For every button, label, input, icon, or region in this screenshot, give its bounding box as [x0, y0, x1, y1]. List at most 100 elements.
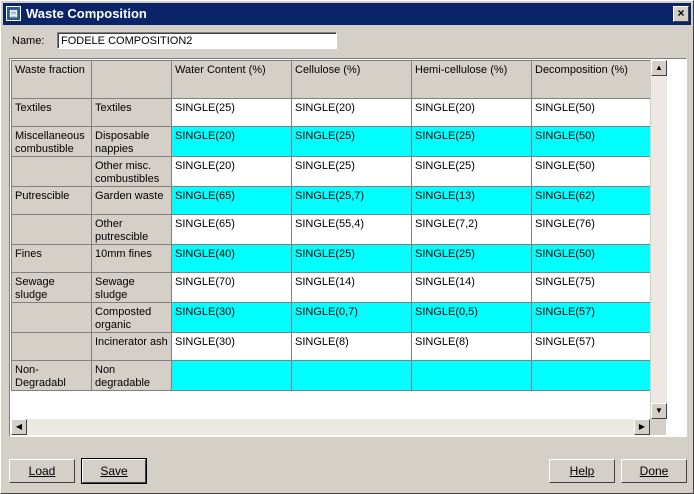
- hemi-cellulose-cell[interactable]: SINGLE(25): [411, 244, 532, 273]
- waste-fraction-cell: [11, 332, 92, 361]
- decomposition-cell[interactable]: SINGLE(57): [531, 332, 652, 361]
- header-cell: Cellulose (%): [291, 60, 412, 99]
- done-button-label: Done: [639, 464, 669, 478]
- waste-fraction-cell: [11, 302, 92, 333]
- help-button[interactable]: Help: [549, 459, 615, 483]
- decomposition-cell[interactable]: SINGLE(62): [531, 186, 652, 215]
- water-content-cell[interactable]: SINGLE(30): [171, 302, 292, 333]
- water-content-cell[interactable]: SINGLE(20): [171, 126, 292, 157]
- app-icon: ▤: [6, 6, 21, 21]
- sub-fraction-cell: Non degradable: [91, 360, 172, 391]
- title-bar: ▤ Waste Composition ×: [3, 3, 691, 25]
- waste-fraction-cell: Sewage sludge: [11, 272, 92, 303]
- hemi-cellulose-cell[interactable]: SINGLE(13): [411, 186, 532, 215]
- water-content-cell[interactable]: SINGLE(70): [171, 272, 292, 303]
- name-label: Name:: [12, 35, 45, 47]
- hemi-cellulose-cell[interactable]: SINGLE(7,2): [411, 214, 532, 245]
- sub-fraction-cell: Composted organic: [91, 302, 172, 333]
- cellulose-cell[interactable]: SINGLE(0,7): [291, 302, 412, 333]
- hemi-cellulose-cell[interactable]: SINGLE(8): [411, 332, 532, 361]
- hemi-cellulose-cell[interactable]: SINGLE(14): [411, 272, 532, 303]
- table-row[interactable]: Non-Degradabl Non degradable: [11, 360, 652, 391]
- load-button[interactable]: Load: [9, 459, 75, 483]
- horizontal-scrollbar[interactable]: ◀ ▶: [11, 419, 650, 435]
- decomposition-cell[interactable]: SINGLE(75): [531, 272, 652, 303]
- water-content-cell[interactable]: SINGLE(65): [171, 186, 292, 215]
- header-cell: Hemi-cellulose (%): [411, 60, 532, 99]
- help-button-label: Help: [569, 464, 595, 478]
- table-row[interactable]: Incinerator ash SINGLE(30) SINGLE(8) SINGLE…: [11, 332, 652, 361]
- waste-fraction-cell: Textiles: [11, 98, 92, 127]
- water-content-cell[interactable]: SINGLE(25): [171, 98, 292, 127]
- decomposition-cell[interactable]: SINGLE(50): [531, 156, 652, 187]
- hemi-cellulose-cell[interactable]: SINGLE(25): [411, 126, 532, 157]
- decomposition-cell[interactable]: SINGLE(50): [531, 98, 652, 127]
- sub-fraction-cell: Garden waste: [91, 186, 172, 215]
- header-cell: [91, 60, 172, 99]
- cellulose-cell[interactable]: SINGLE(14): [291, 272, 412, 303]
- table-row[interactable]: Sewage sludge Sewage sludge SINGLE(70) SING…: [11, 272, 652, 303]
- water-content-cell[interactable]: SINGLE(30): [171, 332, 292, 361]
- cellulose-cell[interactable]: SINGLE(25): [291, 244, 412, 273]
- waste-fraction-cell: Fines: [11, 244, 92, 273]
- decomposition-cell[interactable]: SINGLE(50): [531, 244, 652, 273]
- hemi-cellulose-cell[interactable]: SINGLE(25): [411, 156, 532, 187]
- scroll-left-icon[interactable]: ◀: [11, 419, 27, 435]
- table-row[interactable]: Composted organic SINGLE(30) SINGLE(0,7) SI…: [11, 302, 652, 333]
- waste-fraction-cell: [11, 156, 92, 187]
- table-row[interactable]: Miscellaneous combustible Disposable napp…: [11, 126, 652, 157]
- cellulose-cell[interactable]: SINGLE(8): [291, 332, 412, 361]
- sub-fraction-cell: Incinerator ash: [91, 332, 172, 361]
- cellulose-cell[interactable]: [291, 360, 412, 391]
- table-row[interactable]: Putrescible Garden waste SINGLE(65) SINGLE(…: [11, 186, 652, 215]
- decomposition-cell[interactable]: SINGLE(76): [531, 214, 652, 245]
- scroll-down-icon[interactable]: ▼: [651, 403, 667, 419]
- sub-fraction-cell: Sewage sludge: [91, 272, 172, 303]
- sub-fraction-cell: Disposable nappies: [91, 126, 172, 157]
- window-title: Waste Composition: [26, 6, 147, 21]
- header-row: Waste fraction Water Content (%) Cellulo…: [11, 60, 652, 99]
- header-cell: Waste fraction: [11, 60, 92, 99]
- table-row[interactable]: Textiles Textiles SINGLE(25) SINGLE(20) SING…: [11, 98, 652, 127]
- decomposition-cell[interactable]: [531, 360, 652, 391]
- save-button[interactable]: Save: [81, 458, 147, 484]
- waste-fraction-cell: [11, 214, 92, 245]
- hemi-cellulose-cell[interactable]: [411, 360, 532, 391]
- save-button-label: Save: [100, 464, 128, 478]
- composition-grid: Waste fraction Water Content (%) Cellulo…: [9, 58, 687, 437]
- cellulose-cell[interactable]: SINGLE(55,4): [291, 214, 412, 245]
- header-cell: Decomposition (%): [531, 60, 652, 99]
- vertical-scrollbar[interactable]: ▲ ▼: [650, 60, 667, 419]
- water-content-cell[interactable]: SINGLE(40): [171, 244, 292, 273]
- water-content-cell[interactable]: SINGLE(65): [171, 214, 292, 245]
- sub-fraction-cell: Textiles: [91, 98, 172, 127]
- hemi-cellulose-cell[interactable]: SINGLE(20): [411, 98, 532, 127]
- name-input[interactable]: FODELE COMPOSITION2: [57, 32, 337, 49]
- decomposition-cell[interactable]: SINGLE(50): [531, 126, 652, 157]
- cellulose-cell[interactable]: SINGLE(20): [291, 98, 412, 127]
- table-row[interactable]: Fines 10mm fines SINGLE(40) SINGLE(25) SINGL…: [11, 244, 652, 273]
- cellulose-cell[interactable]: SINGLE(25): [291, 126, 412, 157]
- cellulose-cell[interactable]: SINGLE(25): [291, 156, 412, 187]
- sub-fraction-cell: Other misc. combustibles: [91, 156, 172, 187]
- water-content-cell[interactable]: SINGLE(20): [171, 156, 292, 187]
- composition-table: Waste fraction Water Content (%) Cellulo…: [11, 60, 652, 391]
- scroll-right-icon[interactable]: ▶: [634, 419, 650, 435]
- close-button[interactable]: ×: [673, 6, 689, 22]
- table-row[interactable]: Other misc. combustibles SINGLE(20) SINGLE…: [11, 156, 652, 187]
- cellulose-cell[interactable]: SINGLE(25,7): [291, 186, 412, 215]
- sub-fraction-cell: Other putrescible: [91, 214, 172, 245]
- sub-fraction-cell: 10mm fines: [91, 244, 172, 273]
- scroll-corner: [650, 419, 666, 435]
- hemi-cellulose-cell[interactable]: SINGLE(0,5): [411, 302, 532, 333]
- load-button-label: Load: [28, 464, 56, 478]
- decomposition-cell[interactable]: SINGLE(57): [531, 302, 652, 333]
- done-button[interactable]: Done: [621, 459, 687, 483]
- scroll-up-icon[interactable]: ▲: [651, 60, 667, 76]
- table-row[interactable]: Other putrescible SINGLE(65) SINGLE(55,4) S…: [11, 214, 652, 245]
- waste-fraction-cell: Non-Degradabl: [11, 360, 92, 391]
- header-cell: Water Content (%): [171, 60, 292, 99]
- waste-fraction-cell: Miscellaneous combustible: [11, 126, 92, 157]
- water-content-cell[interactable]: [171, 360, 292, 391]
